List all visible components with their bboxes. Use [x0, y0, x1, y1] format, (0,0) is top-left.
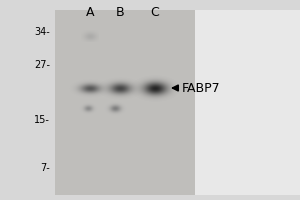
Text: B: B — [116, 5, 124, 19]
Text: FABP7: FABP7 — [182, 82, 220, 95]
Text: 34-: 34- — [34, 27, 50, 37]
Text: 27-: 27- — [34, 60, 50, 70]
Text: A: A — [86, 5, 94, 19]
Text: C: C — [151, 5, 159, 19]
Text: 15-: 15- — [34, 115, 50, 125]
Text: 7-: 7- — [40, 163, 50, 173]
